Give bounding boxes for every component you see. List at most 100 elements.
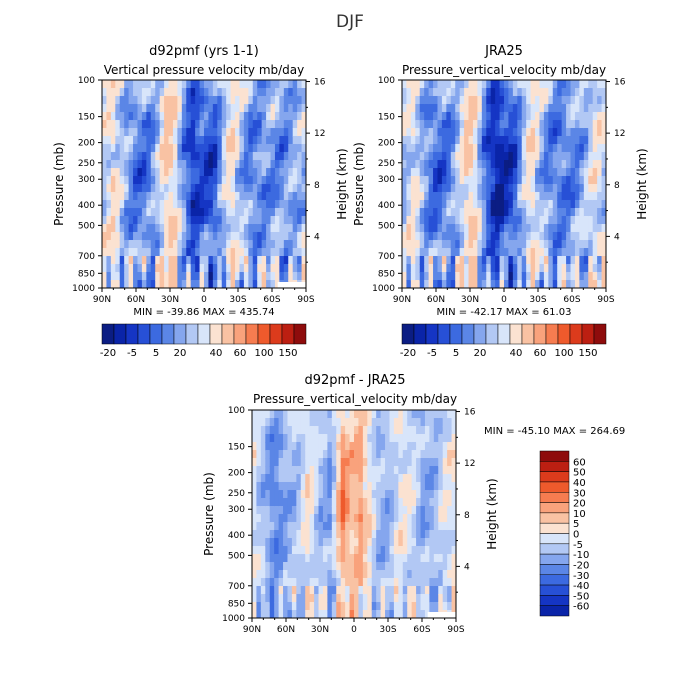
field-cell xyxy=(279,128,285,137)
colorbar-swatch xyxy=(539,574,570,586)
field-cell xyxy=(340,426,346,435)
field-cell xyxy=(133,104,139,113)
field-cell xyxy=(195,168,201,177)
field-cell xyxy=(291,546,297,555)
field-cell xyxy=(133,96,139,105)
field-cell xyxy=(260,450,266,459)
field-cell xyxy=(190,240,196,249)
field-cell xyxy=(217,248,223,257)
colorbar-label: 40 xyxy=(210,348,223,359)
field-cell xyxy=(106,280,112,288)
field-cell xyxy=(204,240,210,249)
field-cell xyxy=(314,426,320,435)
field-cell xyxy=(438,514,444,523)
field-cell xyxy=(288,128,294,137)
min-max-stats: MIN = -45.10 MAX = 264.69 xyxy=(484,426,625,437)
field-cell xyxy=(548,96,554,105)
field-cell xyxy=(442,434,448,443)
colorbar-swatch xyxy=(221,323,235,345)
field-cell xyxy=(424,474,430,483)
field-cell xyxy=(429,482,435,491)
field-cell xyxy=(128,200,134,209)
field-cell xyxy=(327,610,333,618)
field-cell xyxy=(561,136,567,145)
field-cell xyxy=(252,88,258,97)
field-cell xyxy=(150,152,156,161)
field-cell xyxy=(155,192,161,201)
field-cell xyxy=(146,176,152,185)
field-cell xyxy=(495,240,501,249)
field-cell xyxy=(102,200,108,209)
field-cell xyxy=(300,458,306,467)
field-cell xyxy=(428,280,434,288)
field-cell xyxy=(424,506,430,515)
field-cell xyxy=(389,490,395,499)
field-cell xyxy=(226,128,232,137)
field-cell xyxy=(521,176,527,185)
field-cell xyxy=(539,104,545,113)
field-cell xyxy=(119,248,125,257)
field-cell xyxy=(110,104,116,113)
field-cell xyxy=(410,232,416,241)
colorbar-swatch xyxy=(539,450,570,462)
field-cell xyxy=(592,128,598,137)
field-cell xyxy=(252,490,258,499)
field-cell xyxy=(517,240,523,249)
field-cell xyxy=(438,458,444,467)
field-cell xyxy=(260,530,266,539)
field-cell xyxy=(376,578,382,587)
field-cell xyxy=(451,578,456,587)
field-cell xyxy=(141,208,147,217)
field-cell xyxy=(279,264,285,273)
field-cell xyxy=(331,450,337,459)
field-cell xyxy=(433,224,439,233)
field-cell xyxy=(552,112,558,121)
field-cell xyxy=(217,104,223,113)
field-cell xyxy=(288,232,294,241)
field-cell xyxy=(235,208,241,217)
y-tick-label: 400 xyxy=(228,531,245,541)
field-cell xyxy=(305,474,311,483)
field-cell xyxy=(115,240,121,249)
field-cell xyxy=(574,192,580,201)
field-cell xyxy=(124,112,130,121)
field-cell xyxy=(340,554,346,563)
field-cell xyxy=(561,192,567,201)
field-cell xyxy=(512,224,518,233)
field-cell xyxy=(327,490,333,499)
field-cell xyxy=(389,442,395,451)
field-cell xyxy=(552,216,558,225)
field-cell xyxy=(331,506,337,515)
colorbar-label: 0 xyxy=(573,530,579,541)
field-cell xyxy=(389,426,395,435)
field-cell xyxy=(411,586,417,595)
field-cell xyxy=(526,272,532,281)
field-cell xyxy=(570,264,576,273)
field-cell xyxy=(380,538,386,547)
field-cell xyxy=(451,498,456,507)
field-cell xyxy=(389,466,395,475)
field-cell xyxy=(274,538,280,547)
field-cell xyxy=(327,570,333,579)
field-cell xyxy=(416,538,422,547)
field-cell xyxy=(146,168,152,177)
field-cell xyxy=(274,410,280,419)
field-cell xyxy=(464,160,470,169)
field-cell xyxy=(406,272,412,281)
field-cell xyxy=(155,112,161,121)
field-cell xyxy=(495,112,501,121)
field-cell xyxy=(376,514,382,523)
field-cell xyxy=(115,80,121,89)
field-cell xyxy=(601,176,606,185)
field-cell xyxy=(411,482,417,491)
field-cell xyxy=(385,530,391,539)
field-cell xyxy=(124,104,130,113)
field-cell xyxy=(433,482,439,491)
field-cell xyxy=(195,240,201,249)
field-cell xyxy=(340,442,346,451)
field-cell xyxy=(561,224,567,233)
field-cell xyxy=(283,152,289,161)
field-cell xyxy=(297,200,303,209)
field-cell xyxy=(181,280,187,288)
field-cell xyxy=(309,426,315,435)
